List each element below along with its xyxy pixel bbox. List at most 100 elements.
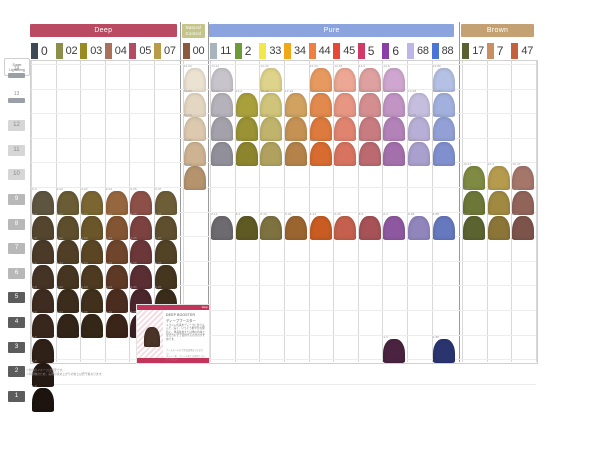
hair-swatch[interactable] xyxy=(130,264,153,289)
hair-swatch[interactable] xyxy=(309,215,332,240)
hair-swatch[interactable] xyxy=(358,92,381,117)
hair-swatch[interactable] xyxy=(334,68,357,92)
hair-swatch[interactable] xyxy=(155,240,177,265)
column-header-05[interactable]: 05 xyxy=(129,42,154,60)
hair-swatch[interactable] xyxy=(235,92,258,117)
hair-swatch[interactable] xyxy=(383,92,406,117)
column-header-03[interactable]: 03 xyxy=(80,42,105,60)
hair-swatch[interactable] xyxy=(56,289,79,314)
hair-swatch[interactable] xyxy=(211,215,234,240)
hair-swatch[interactable] xyxy=(463,215,486,240)
hair-swatch[interactable] xyxy=(309,92,332,117)
hair-swatch[interactable] xyxy=(487,166,510,191)
hair-swatch[interactable] xyxy=(56,314,79,338)
hair-swatch[interactable] xyxy=(235,141,258,166)
hair-swatch[interactable] xyxy=(358,68,381,92)
hair-swatch[interactable] xyxy=(512,215,535,240)
hair-swatch[interactable] xyxy=(155,264,177,289)
hair-swatch[interactable] xyxy=(211,141,234,166)
hair-swatch[interactable] xyxy=(260,215,283,240)
column-header-6[interactable]: 6 xyxy=(382,42,407,60)
hair-swatch[interactable] xyxy=(32,289,54,314)
hair-swatch[interactable] xyxy=(183,92,206,117)
hair-swatch[interactable] xyxy=(32,314,54,338)
hair-swatch[interactable] xyxy=(32,191,54,215)
hair-swatch[interactable] xyxy=(211,117,234,142)
hair-swatch[interactable] xyxy=(408,92,430,117)
column-header-34[interactable]: 34 xyxy=(284,42,309,60)
hair-swatch[interactable] xyxy=(211,68,234,92)
hair-swatch[interactable] xyxy=(487,191,510,215)
hair-swatch[interactable] xyxy=(81,314,104,338)
column-header-2[interactable]: 2 xyxy=(234,42,260,60)
column-header-88[interactable]: 88 xyxy=(431,42,457,60)
hair-swatch[interactable] xyxy=(512,191,535,215)
hair-swatch[interactable] xyxy=(285,215,307,240)
hair-swatch[interactable] xyxy=(130,215,153,240)
column-header-33[interactable]: 33 xyxy=(259,42,284,60)
hair-swatch[interactable] xyxy=(105,215,128,240)
hair-swatch[interactable] xyxy=(32,215,54,240)
hair-swatch[interactable] xyxy=(487,215,510,240)
hair-swatch[interactable] xyxy=(105,314,128,338)
hair-swatch[interactable] xyxy=(32,363,54,388)
hair-swatch[interactable] xyxy=(383,141,406,166)
hair-swatch[interactable] xyxy=(260,68,283,92)
hair-swatch[interactable] xyxy=(432,215,455,240)
hair-swatch[interactable] xyxy=(105,264,128,289)
hair-swatch[interactable] xyxy=(155,191,177,215)
hair-swatch[interactable] xyxy=(432,338,455,363)
column-header-44[interactable]: 44 xyxy=(308,42,334,60)
hair-swatch[interactable] xyxy=(81,264,104,289)
hair-swatch[interactable] xyxy=(334,215,357,240)
hair-swatch[interactable] xyxy=(432,92,455,117)
hair-swatch[interactable] xyxy=(309,117,332,142)
hair-swatch[interactable] xyxy=(32,240,54,265)
column-header-7[interactable]: 7 xyxy=(486,42,512,60)
column-header-45[interactable]: 45 xyxy=(333,42,358,60)
hair-swatch[interactable] xyxy=(56,191,79,215)
hair-swatch[interactable] xyxy=(32,338,54,363)
hair-swatch[interactable] xyxy=(383,68,406,92)
hair-swatch[interactable] xyxy=(408,141,430,166)
hair-swatch[interactable] xyxy=(334,117,357,142)
hair-swatch[interactable] xyxy=(432,68,455,92)
column-header-00[interactable]: 00 xyxy=(182,42,208,60)
hair-swatch[interactable] xyxy=(81,215,104,240)
hair-swatch[interactable] xyxy=(285,92,307,117)
column-header-02[interactable]: 02 xyxy=(55,42,81,60)
hair-swatch[interactable] xyxy=(463,191,486,215)
column-header-68[interactable]: 68 xyxy=(407,42,432,60)
column-header-47[interactable]: 47 xyxy=(511,42,536,60)
hair-swatch[interactable] xyxy=(105,289,128,314)
hair-swatch[interactable] xyxy=(183,166,206,191)
hair-swatch[interactable] xyxy=(260,141,283,166)
hair-swatch[interactable] xyxy=(81,289,104,314)
hair-swatch[interactable] xyxy=(130,240,153,265)
hair-swatch[interactable] xyxy=(56,264,79,289)
hair-swatch[interactable] xyxy=(285,117,307,142)
hair-swatch[interactable] xyxy=(81,240,104,265)
hair-swatch[interactable] xyxy=(309,68,332,92)
column-header-07[interactable]: 07 xyxy=(154,42,179,60)
hair-swatch[interactable] xyxy=(463,166,486,191)
hair-swatch[interactable] xyxy=(358,141,381,166)
hair-swatch[interactable] xyxy=(408,117,430,142)
column-header-5[interactable]: 5 xyxy=(357,42,383,60)
column-header-17[interactable]: 17 xyxy=(462,42,487,60)
hair-swatch[interactable] xyxy=(155,215,177,240)
hair-swatch[interactable] xyxy=(309,141,332,166)
hair-swatch[interactable] xyxy=(105,240,128,265)
column-header-11[interactable]: 11 xyxy=(210,42,235,60)
column-header-0[interactable]: 0 xyxy=(31,42,56,60)
hair-swatch[interactable] xyxy=(130,191,153,215)
hair-swatch[interactable] xyxy=(383,117,406,142)
hair-swatch[interactable] xyxy=(81,191,104,215)
hair-swatch[interactable] xyxy=(432,141,455,166)
hair-swatch[interactable] xyxy=(105,191,128,215)
hair-swatch[interactable] xyxy=(358,117,381,142)
hair-swatch[interactable] xyxy=(285,141,307,166)
hair-swatch[interactable] xyxy=(235,117,258,142)
hair-swatch[interactable] xyxy=(432,117,455,142)
hair-swatch[interactable] xyxy=(56,215,79,240)
